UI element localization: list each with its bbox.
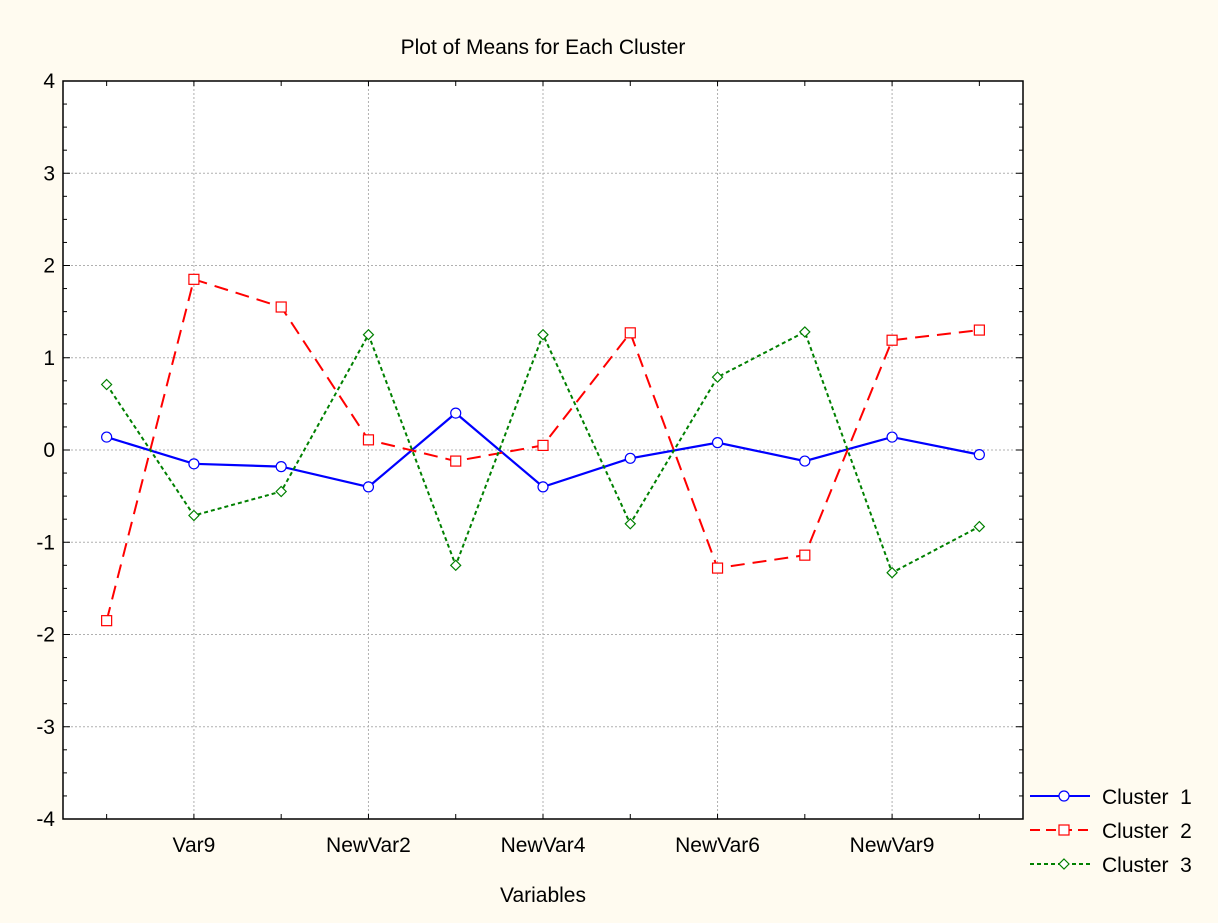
legend-label-cluster-3: Cluster 3 [1102, 854, 1192, 877]
data-point-cluster-1 [188, 458, 200, 470]
data-point-cluster-3 [362, 328, 375, 341]
x-tick-label: NewVar9 [850, 834, 935, 857]
data-point-cluster-1 [624, 452, 636, 464]
data-point-cluster-1 [886, 431, 898, 443]
data-point-cluster-3 [449, 559, 462, 572]
data-point-cluster-3 [100, 378, 113, 391]
data-point-cluster-3 [188, 509, 200, 522]
y-tick-label: 2 [43, 255, 55, 278]
x-tick-label: NewVar6 [675, 834, 760, 857]
y-tick-label: 1 [43, 347, 55, 370]
data-point-cluster-2 [973, 324, 985, 336]
data-point-cluster-3 [711, 371, 724, 383]
data-point-cluster-3 [624, 517, 637, 530]
data-point-cluster-1 [711, 437, 724, 449]
data-point-cluster-2 [537, 439, 549, 451]
legend-marker-cluster-2 [1058, 824, 1070, 836]
data-point-cluster-2 [711, 562, 724, 574]
data-point-cluster-3 [886, 566, 898, 579]
legend-label-cluster-1: Cluster 1 [1102, 786, 1192, 809]
legend-marker-cluster-3 [1058, 858, 1070, 870]
x-tick-label: NewVar4 [501, 834, 586, 857]
data-point-cluster-2 [188, 273, 200, 285]
x-tick-label: Var9 [173, 834, 216, 857]
data-point-cluster-2 [362, 434, 375, 446]
data-point-cluster-1 [362, 481, 375, 493]
data-point-cluster-2 [101, 615, 113, 627]
data-point-cluster-1 [450, 407, 462, 419]
data-point-cluster-1 [537, 481, 549, 493]
data-point-cluster-1 [275, 461, 287, 473]
x-axis-label: Variables [500, 884, 586, 907]
data-point-cluster-2 [450, 455, 462, 467]
chart-title: Plot of Means for Each Cluster [401, 36, 686, 59]
data-point-cluster-2 [886, 334, 898, 346]
plot-area: -4 -3 -2 -1 0 1 2 3 4 Var9 NewVar2 NewVar4 NewVar6 Ne… [36, 70, 1024, 857]
y-tick-label: 3 [43, 162, 55, 185]
data-point-cluster-2 [799, 549, 811, 561]
y-tick-label: -2 [36, 624, 55, 647]
data-point-cluster-3 [275, 485, 288, 498]
y-tick-label: -3 [36, 716, 55, 739]
data-point-cluster-3 [537, 328, 549, 341]
legend: Cluster 1 Cluster 2 Cluster 3 [1030, 786, 1192, 877]
legend-label-cluster-2: Cluster 2 [1102, 820, 1192, 843]
data-point-cluster-3 [973, 520, 986, 533]
plot-frame [62, 80, 1024, 820]
data-point-cluster-3 [798, 326, 811, 338]
data-point-cluster-1 [973, 449, 985, 461]
data-point-cluster-2 [624, 327, 636, 339]
y-tick-label: -4 [36, 808, 55, 831]
data-point-cluster-2 [275, 301, 287, 313]
y-tick-label: -1 [36, 531, 55, 554]
x-tick-label: NewVar2 [326, 834, 411, 857]
y-tick-label: 4 [43, 70, 55, 93]
data-point-cluster-1 [799, 455, 811, 467]
y-tick-label: 0 [43, 439, 55, 462]
legend-marker-cluster-1 [1058, 790, 1070, 802]
data-point-cluster-1 [101, 431, 113, 443]
